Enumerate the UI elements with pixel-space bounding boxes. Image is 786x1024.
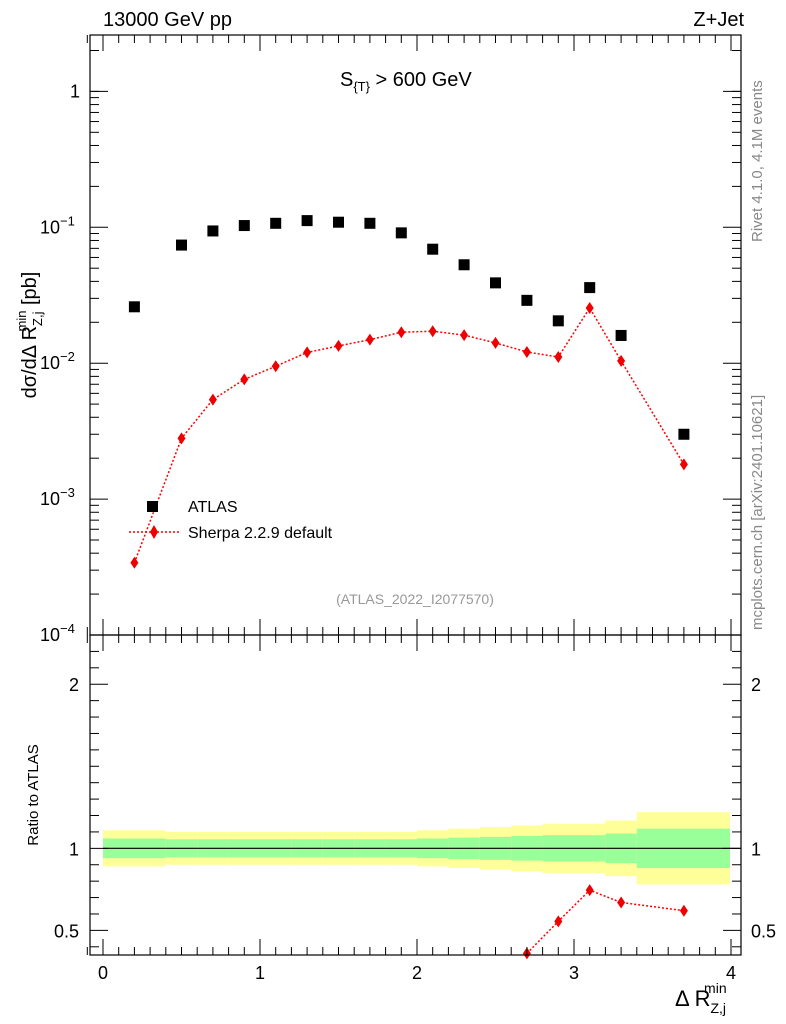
atlas-data-point [521,294,533,306]
atlas-data-point [490,277,501,289]
sherpa-data-point [177,432,186,445]
sherpa-data-point [679,458,688,471]
sherpa-data-point [491,336,500,349]
atlas-data-point [128,301,140,313]
x-tick-label: 0 [98,963,108,983]
main-y-ticks: 10−4 10−3 10−2 10−1 1 [40,49,741,645]
watermark: (ATLAS_2022_I2077570) [336,591,494,607]
ratio-data-point [554,915,563,928]
x-tick-label: 2 [412,963,422,983]
main-y-tick-label: 1 [70,81,80,101]
sherpa-data-point [617,354,626,367]
sherpa-data-point [208,393,217,406]
ratio-polyline [526,889,684,954]
sherpa-data-point [130,556,139,569]
sherpa-data-point [522,345,531,358]
atlas-data-point [552,315,564,327]
sherpa-data-point [334,339,343,352]
atlas-data-point [427,243,439,255]
ratio-data-point [585,884,594,897]
ratio-y-tick-label: 2 [69,675,79,695]
atlas-data-point [270,217,282,229]
header-process-label: Z+Jet [693,9,744,31]
atlas-data-point [238,220,250,232]
ratio-data-point [617,896,626,909]
main-y-tick-label: 10−3 [40,485,75,509]
atlas-data-point [584,282,596,294]
atlas-data-point [615,329,627,341]
atlas-data-point [395,227,407,239]
sherpa-data-point [271,360,280,373]
ratio-y-tick-label: 0.5 [54,921,79,941]
atlas-series [128,215,690,440]
atlas-data-point [301,215,313,227]
sherpa-data-point [428,325,437,338]
sherpa-data-point [303,346,312,359]
sherpa-data-point [554,351,563,364]
sherpa-data-point [585,301,594,314]
ratio-y-tick-label-right: 2 [751,675,761,695]
atlas-data-point [678,428,690,440]
legend-sherpa-marker [150,525,158,539]
ratio-series-line [526,889,684,954]
atlas-data-point [333,216,344,228]
ratio-y-ticks: 0.5 0.5 1 1 2 2 [54,650,776,948]
main-x-ticks [86,35,732,635]
ratio-frame [89,634,742,956]
ratio-y-axis-label: Ratio to ATLAS [25,744,42,845]
main-y-tick-label: 10−4 [40,621,75,645]
main-panel: 10−4 10−3 10−2 10−1 1 S{T} > 600 GeV (ATLAS_… [14,34,742,645]
mcplots-label: mcplots.cern.ch [arXiv:2401.10621] [749,395,766,630]
ratio-y-tick-label-right: 0.5 [751,921,776,941]
sherpa-series [130,301,688,569]
ratio-x-ticks: 0 1 2 3 4 [86,635,736,983]
atlas-data-point [364,217,376,229]
x-axis-label: Δ RZ,jmin [675,980,727,1016]
legend-atlas-marker [147,501,158,512]
sherpa-data-point [397,326,406,339]
x-tick-label: 4 [726,963,736,983]
legend-sherpa-label: Sherpa 2.2.9 default [188,525,333,542]
x-tick-label: 3 [569,963,579,983]
ratio-y-tick-label-right: 1 [751,839,761,859]
sherpa-data-point [460,329,469,342]
ratio-y-tick-label: 1 [69,839,79,859]
sherpa-data-point [365,333,374,346]
ratio-data-point [679,904,688,917]
legend-atlas-label: ATLAS [188,499,238,516]
x-tick-label: 1 [255,963,265,983]
atlas-data-point [176,239,187,251]
ratio-panel: 0.5 0.5 1 1 2 2 0 1 2 3 4 Ratio to ATLAS Δ RZ,jmi… [25,634,776,1016]
sherpa-data-point [240,373,249,386]
main-plot-title: S{T} > 600 GeV [340,69,472,94]
atlas-data-point [458,259,470,271]
main-y-tick-label: 10−2 [40,349,75,373]
header-collision-label: 13000 GeV pp [103,9,232,31]
main-y-tick-label: 10−1 [40,213,75,237]
legend: ATLAS Sherpa 2.2.9 default [129,499,333,542]
main-frame [89,34,742,636]
atlas-data-point [207,225,219,237]
rivet-version-label: Rivet 4.1.0, 4.1M events [749,80,766,242]
main-y-axis-label: dσ/dΔ RZ,jmin [pb] [14,272,45,399]
